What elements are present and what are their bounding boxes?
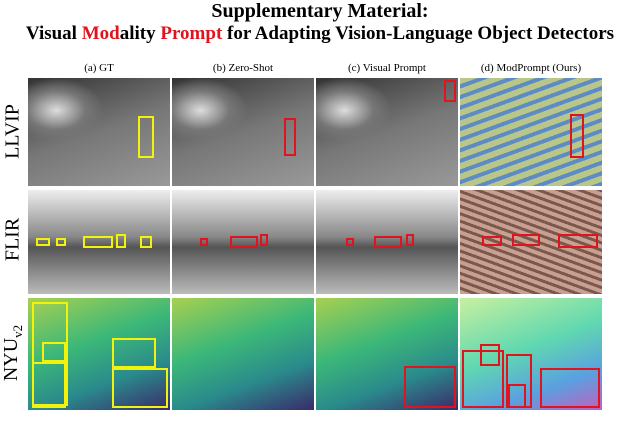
row-label: NYUv2 — [0, 298, 26, 408]
title-part: Prompt — [160, 23, 223, 44]
title-part: Mod — [81, 23, 120, 44]
image-panel — [460, 190, 602, 294]
title-part: Visual — [25, 23, 82, 44]
row-label: FLIR — [1, 217, 24, 262]
title: Supplementary Material: — [211, 0, 429, 22]
image-panel — [172, 298, 314, 410]
image-panel — [316, 190, 458, 294]
image-panel — [28, 190, 170, 294]
image-panel — [460, 298, 602, 410]
image-panel — [172, 190, 314, 294]
image-panel — [316, 78, 458, 186]
row-label-sub: v2 — [10, 324, 25, 338]
title-part: for Adapting Vision-Language Object Dete… — [222, 23, 615, 44]
column-header: (d) ModPrompt (Ours) — [480, 62, 582, 74]
image-panel — [28, 78, 170, 186]
column-header: (b) Zero-Shot — [212, 62, 274, 74]
column-header: (a) GT — [84, 62, 114, 74]
image-panel — [460, 78, 602, 186]
column-header: (c) Visual Prompt — [348, 62, 426, 74]
image-panel — [172, 78, 314, 186]
image-panel — [28, 298, 170, 410]
title: Visual Modality Prompt for Adapting Visi… — [0, 23, 640, 45]
row-label-text: NYU — [0, 337, 22, 382]
title-part: ality — [119, 23, 161, 44]
row-label: LLVIP — [1, 104, 24, 159]
image-panel — [316, 298, 458, 410]
